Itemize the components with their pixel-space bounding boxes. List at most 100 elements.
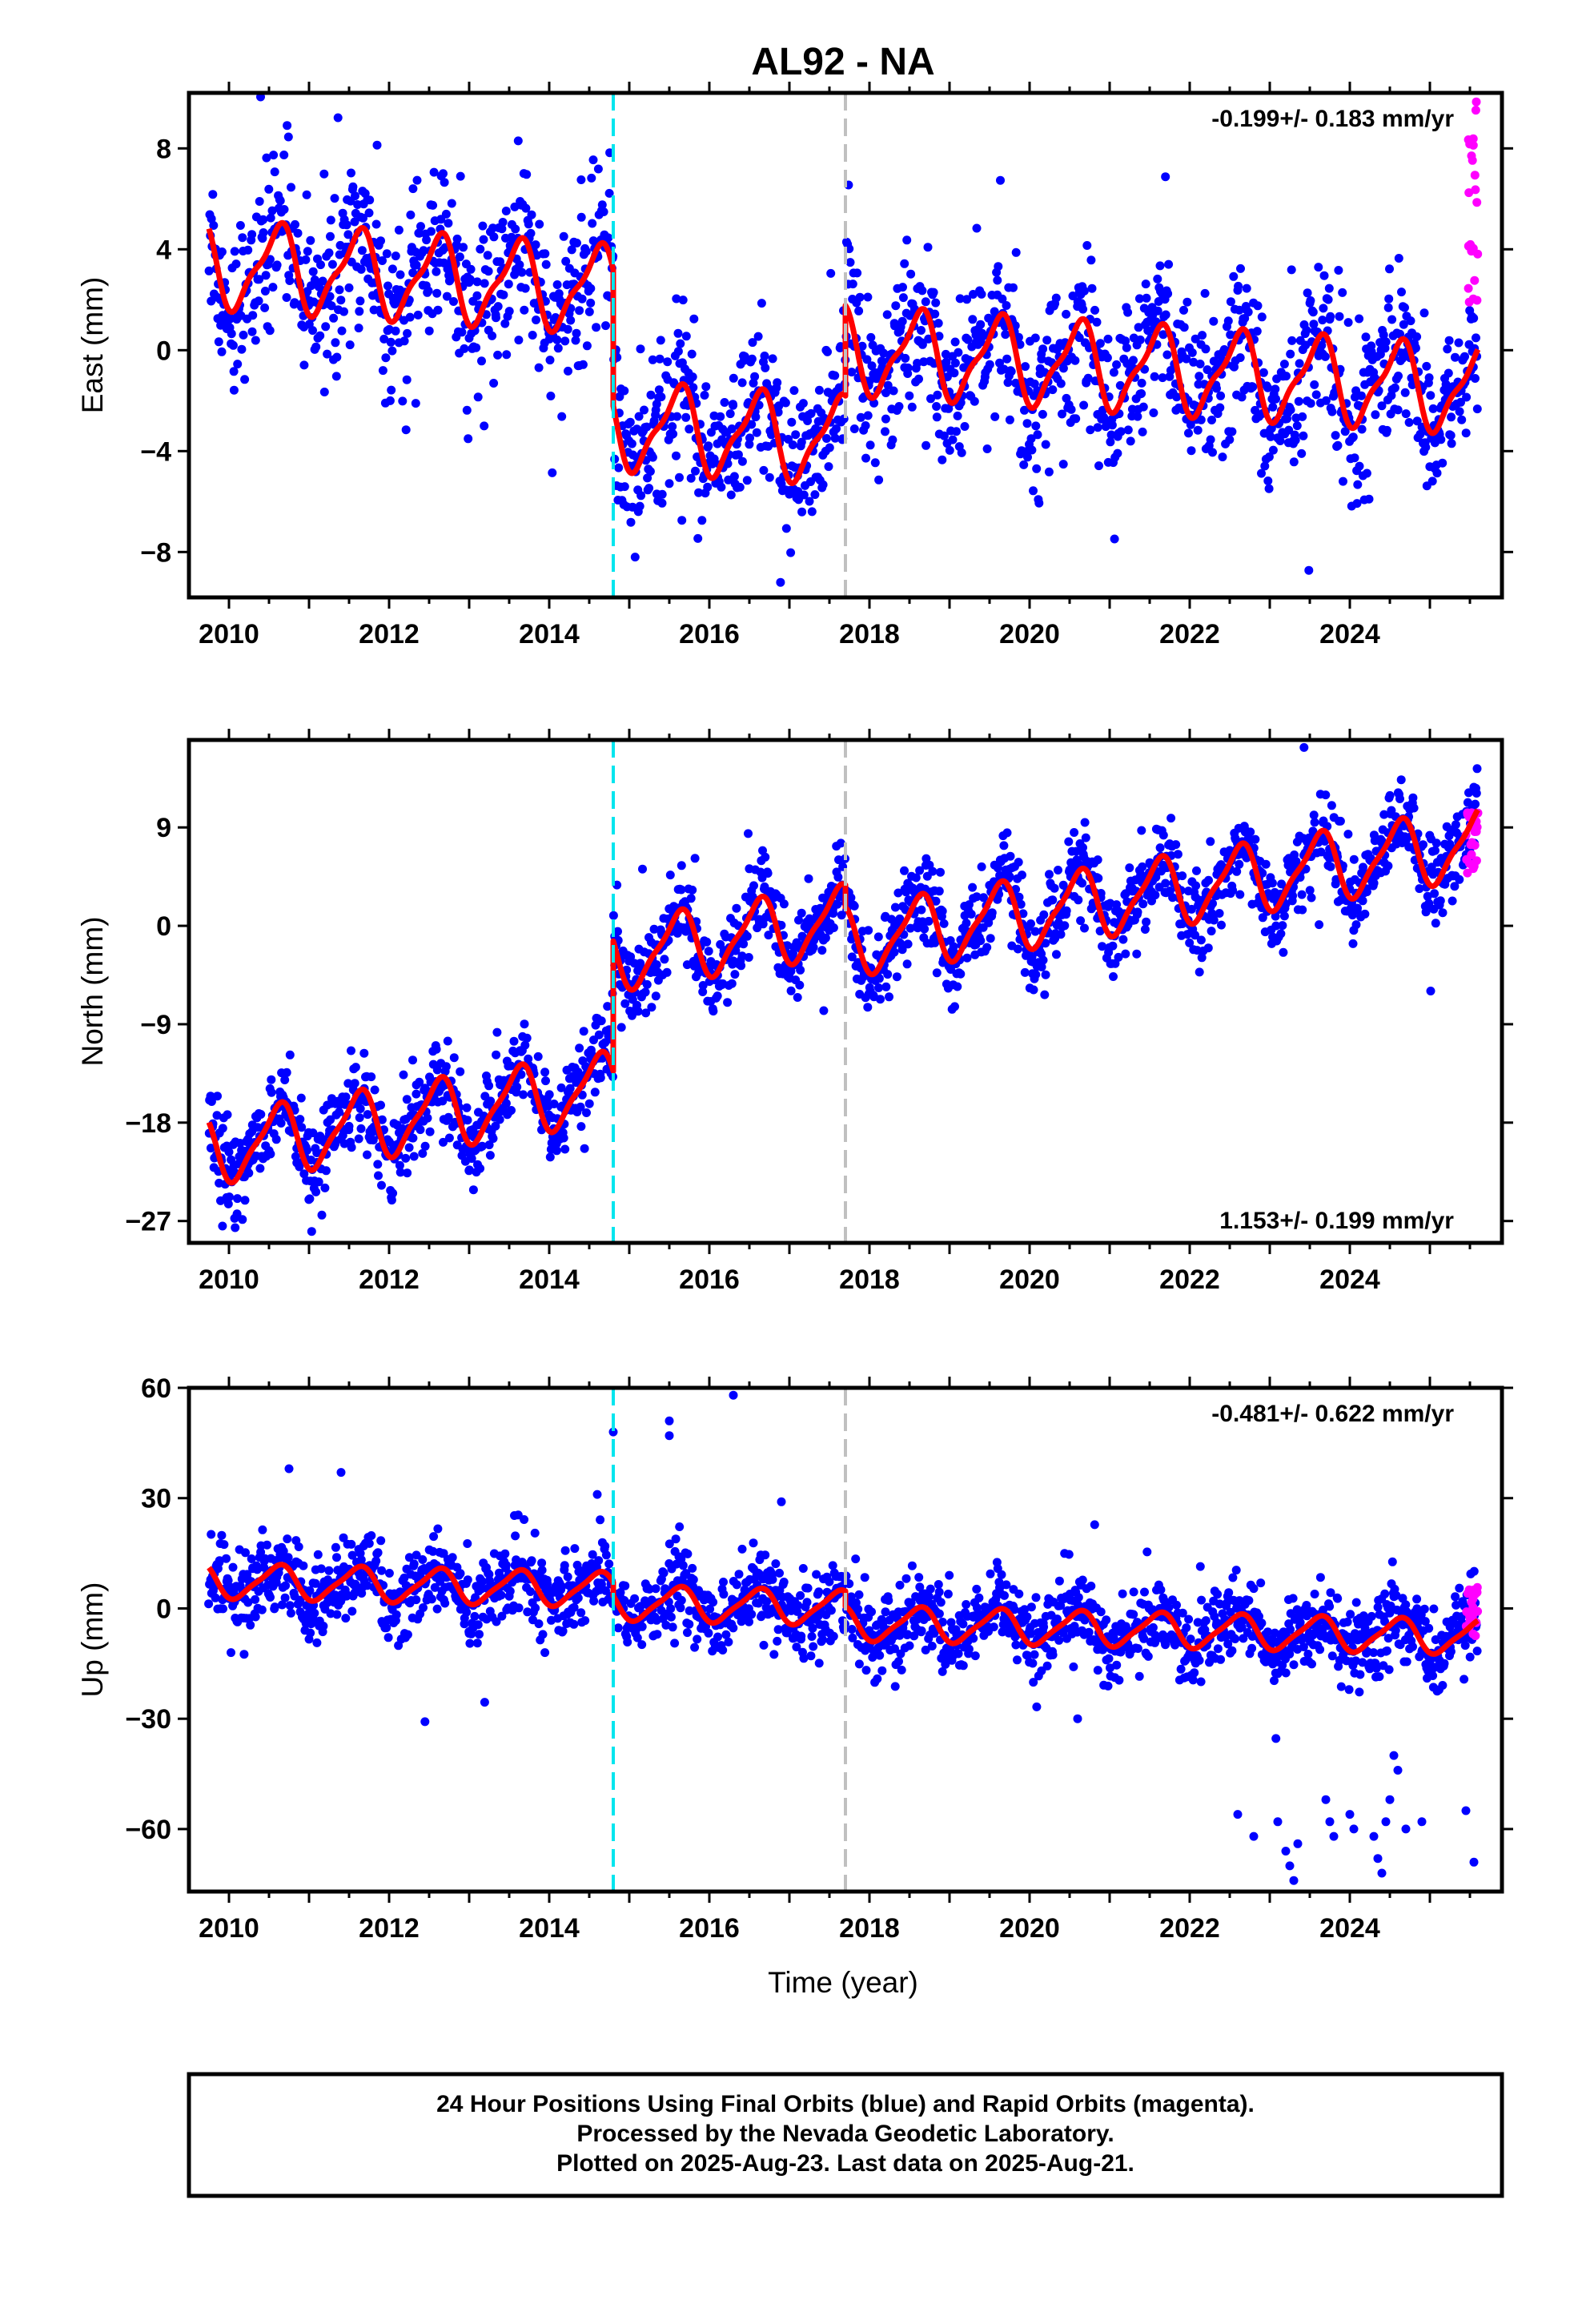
data-point [1252,327,1262,336]
data-point [1216,391,1226,400]
data-point [1248,382,1258,392]
data-point [1353,903,1362,913]
data-point [572,328,581,338]
data-point [330,194,339,203]
data-point [464,1165,474,1175]
data-point [1288,891,1298,901]
data-point [356,1555,366,1565]
data-point [457,328,467,337]
data-point [1409,803,1419,813]
data-point [368,1136,378,1145]
data-point [972,223,982,233]
data-point [1168,893,1178,903]
data-point [1123,308,1133,317]
data-point [347,168,355,178]
x-tick-label: 2024 [1319,1265,1380,1295]
data-point [447,199,456,208]
data-point [805,497,814,506]
data-point [332,352,342,362]
data-point [849,424,859,433]
data-point [359,1048,369,1058]
data-point [588,219,597,228]
data-point [318,276,327,286]
data-point [1385,264,1394,274]
data-point [1228,886,1238,895]
data-point [1048,895,1058,905]
data-point [314,1177,323,1187]
data-point [1394,372,1403,380]
data-point [1006,367,1016,376]
data-point [347,1143,356,1152]
y-tick-label: −18 [125,1108,171,1139]
data-point [1052,950,1061,959]
data-point [604,233,613,243]
data-point [552,280,562,289]
data-point [316,260,325,270]
data-point [1383,303,1393,312]
data-point [370,1085,379,1095]
data-point [548,468,557,477]
data-point [1305,886,1315,895]
data-point [403,1630,412,1639]
data-point [1086,255,1096,265]
data-point [939,919,949,928]
data-point [709,454,719,464]
data-point [504,279,513,289]
data-point [573,1593,583,1602]
data-point [874,475,884,485]
data-point [1094,874,1103,883]
data-point [480,1698,489,1707]
data-point [999,841,1009,850]
data-point [1324,283,1334,293]
data-point [1149,408,1158,417]
data-point [758,919,768,929]
data-point [1027,445,1037,455]
data-point [406,210,416,219]
data-point [363,1110,372,1120]
data-point [347,1550,357,1560]
data-point [1006,851,1015,861]
data-point [1016,899,1026,909]
data-point [429,167,439,177]
data-point [861,453,870,463]
data-point [1110,534,1119,544]
data-point [647,1003,656,1012]
data-point [1031,970,1041,979]
data-point [636,959,645,968]
data-point [737,961,746,971]
data-point [1257,312,1267,322]
data-point [1306,296,1315,305]
data-point [538,1630,548,1639]
data-point [462,405,472,415]
data-point [541,1076,550,1086]
data-point [560,1144,570,1154]
data-point [655,354,665,364]
data-point [744,829,753,838]
data-point [953,982,962,991]
data-point [681,412,691,422]
plot-area-up [204,1390,1483,1885]
data-point [1118,935,1128,944]
data-point [1320,352,1330,361]
data-point [1044,467,1054,476]
data-point [995,358,1004,368]
data-point [1263,383,1272,392]
data-point [1333,440,1343,450]
data-point [520,1019,529,1029]
data-point [343,230,353,239]
data-point [1361,332,1371,342]
data-point [308,267,318,276]
data-point [636,491,646,501]
data-point [584,307,594,316]
data-point [1412,416,1422,426]
data-point [965,900,974,910]
data-point [476,1584,486,1594]
data-point [399,1070,408,1080]
data-point [1412,332,1422,341]
data-point [1041,440,1050,449]
data-point [1302,326,1311,335]
data-point [356,264,366,274]
data-point [291,219,299,229]
data-point [1126,436,1135,446]
data-point [1083,373,1093,383]
